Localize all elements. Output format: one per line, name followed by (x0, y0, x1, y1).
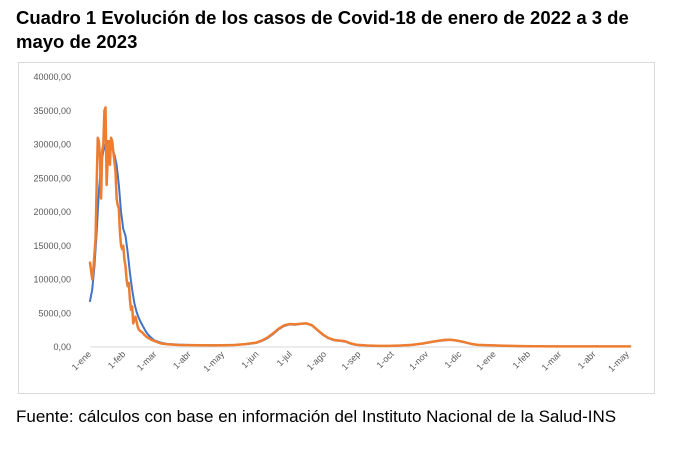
x-tick-label: 1-mar (540, 349, 564, 373)
y-tick-label: 30000,00 (33, 140, 71, 150)
x-tick-label: 1-feb (106, 349, 128, 371)
x-tick-label: 1-feb (511, 349, 533, 371)
x-tick-label: 1-jul (275, 349, 294, 368)
x-tick-label: 1-mar (135, 349, 159, 373)
y-tick-label: 35000,00 (33, 106, 71, 116)
series-line-1 (89, 140, 631, 348)
x-tick-label: 1-ene (474, 349, 497, 372)
x-tick-label: 1-abr (171, 349, 193, 371)
y-tick-label: 10000,00 (33, 275, 71, 285)
x-tick-label: 1-may (201, 349, 226, 374)
y-tick-label: 20000,00 (33, 207, 71, 217)
x-tick-label: 1-sep (340, 349, 363, 372)
y-tick-label: 25000,00 (33, 173, 71, 183)
y-tick-label: 0,00 (53, 342, 71, 352)
series-layer (88, 106, 632, 348)
x-tick-label: 1-may (606, 349, 631, 374)
y-tick-label: 15000,00 (33, 241, 71, 251)
y-tick-label: 40000,00 (33, 72, 71, 82)
x-tick-label: 1-jun (239, 349, 260, 370)
y-axis-ticks: 0,00 5000,00 10000,00 15000,00 20000,00 25000… (33, 72, 71, 352)
x-tick-label: 1-nov (407, 349, 430, 372)
source-note: Fuente: cálculos con base en información… (16, 407, 617, 426)
x-tick-label: 1-ene (70, 349, 93, 372)
line-chart: 0,00 5000,00 10000,00 15000,00 20000,00 25000… (33, 72, 632, 374)
chart-title: Cuadro 1 Evolución de los casos de Covid… (16, 7, 629, 52)
series-line-2 (88, 106, 632, 348)
y-tick-label: 5000,00 (38, 308, 71, 318)
chart-area: 0,00 5000,00 10000,00 15000,00 20000,00 25000… (18, 62, 655, 394)
x-tick-label: 1-abr (576, 349, 598, 371)
x-axis-ticks: 1-ene 1-feb 1-mar 1-abr 1-may 1-jun 1-jul 1-ago… (70, 349, 631, 374)
x-tick-label: 1-dic (443, 349, 464, 370)
x-tick-label: 1-oct (375, 349, 397, 371)
x-tick-label: 1-ago (305, 349, 328, 372)
